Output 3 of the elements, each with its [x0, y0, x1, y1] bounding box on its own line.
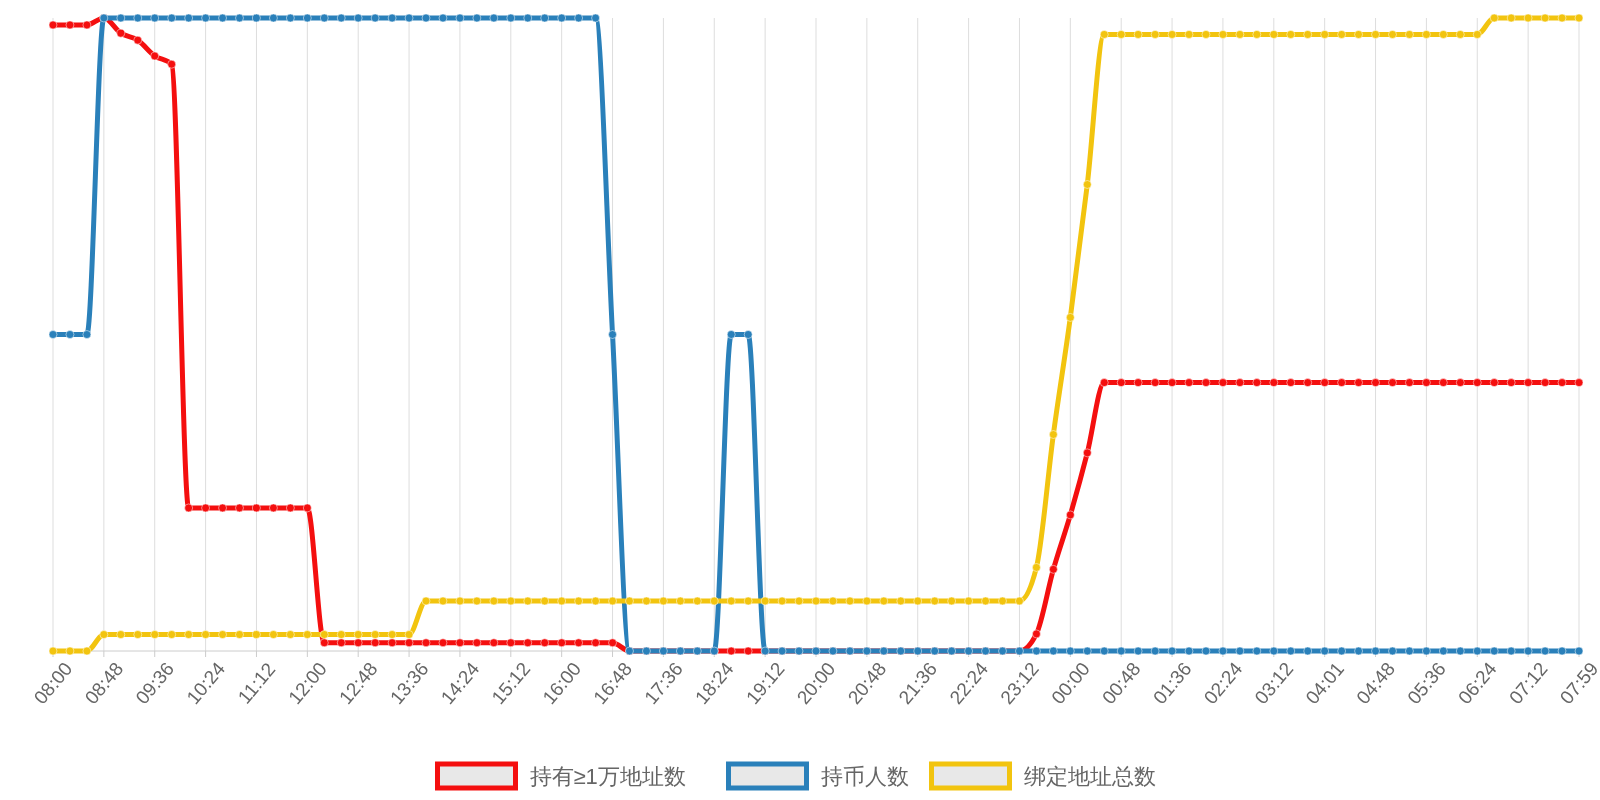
legend-label: 持有≥1万地址数 — [529, 763, 686, 789]
legend-label: 绑定地址总数 — [1023, 763, 1156, 789]
legend-label: 持币人数 — [820, 763, 909, 789]
